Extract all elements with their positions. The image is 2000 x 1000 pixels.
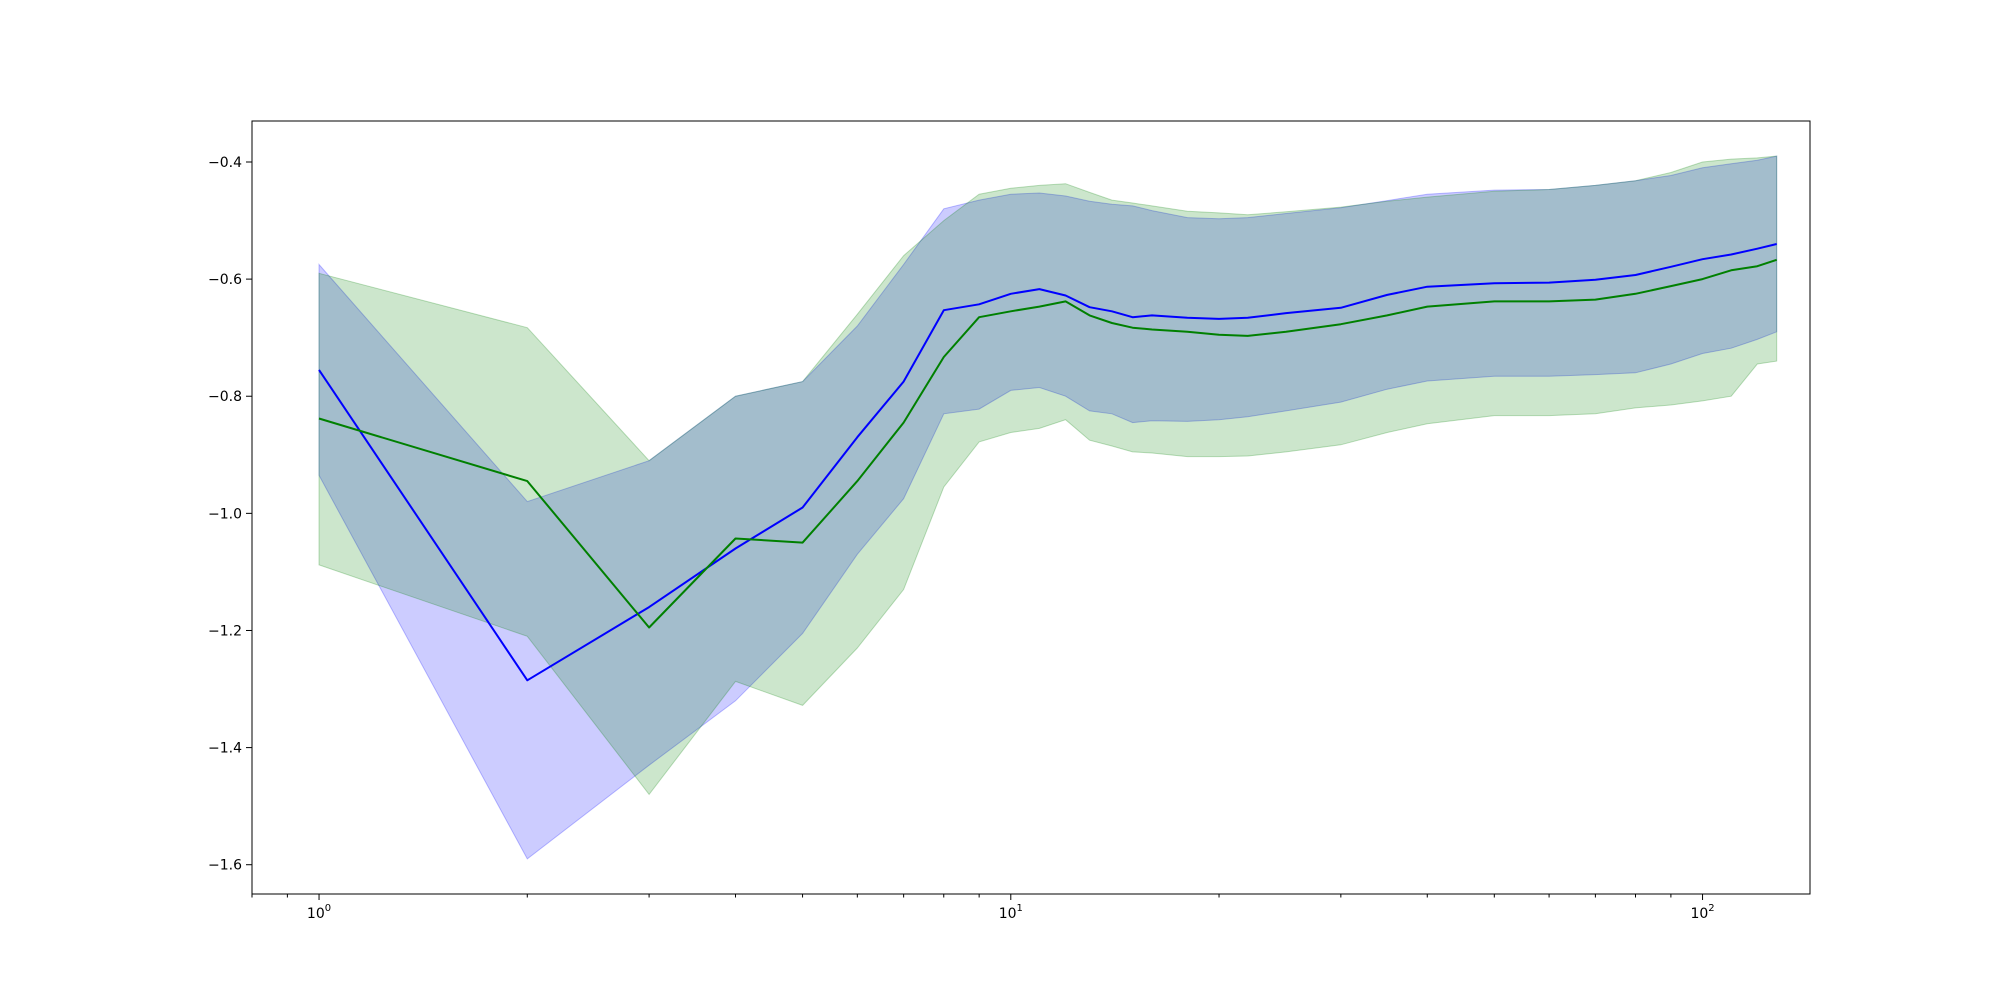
series-1-band	[318, 155, 1778, 860]
series-lines	[318, 243, 1778, 682]
y-tick-label: −0.8	[208, 389, 242, 405]
y-tick-label: −0.4	[208, 155, 242, 171]
x-tick-label: 100	[307, 903, 331, 922]
series-1-line	[318, 243, 1777, 682]
y-tick-label: −1.0	[208, 506, 242, 522]
y-tick-label: −1.6	[208, 858, 242, 874]
y-tick-label: −1.4	[208, 741, 242, 757]
x-tick-label: 102	[1690, 903, 1714, 922]
x-tick-label: 101	[999, 903, 1023, 922]
plot-frame	[251, 120, 1811, 895]
y-tick-label: −0.6	[208, 272, 242, 288]
series-2-band	[318, 155, 1778, 796]
confidence-bands	[318, 155, 1778, 860]
series-2-line	[318, 258, 1778, 629]
axes: −0.4 −0.6 −0.8 −1.0 −1.2 −1.4 −1.6 100 101 102	[208, 120, 1811, 922]
y-tick-label: −1.2	[208, 623, 242, 639]
